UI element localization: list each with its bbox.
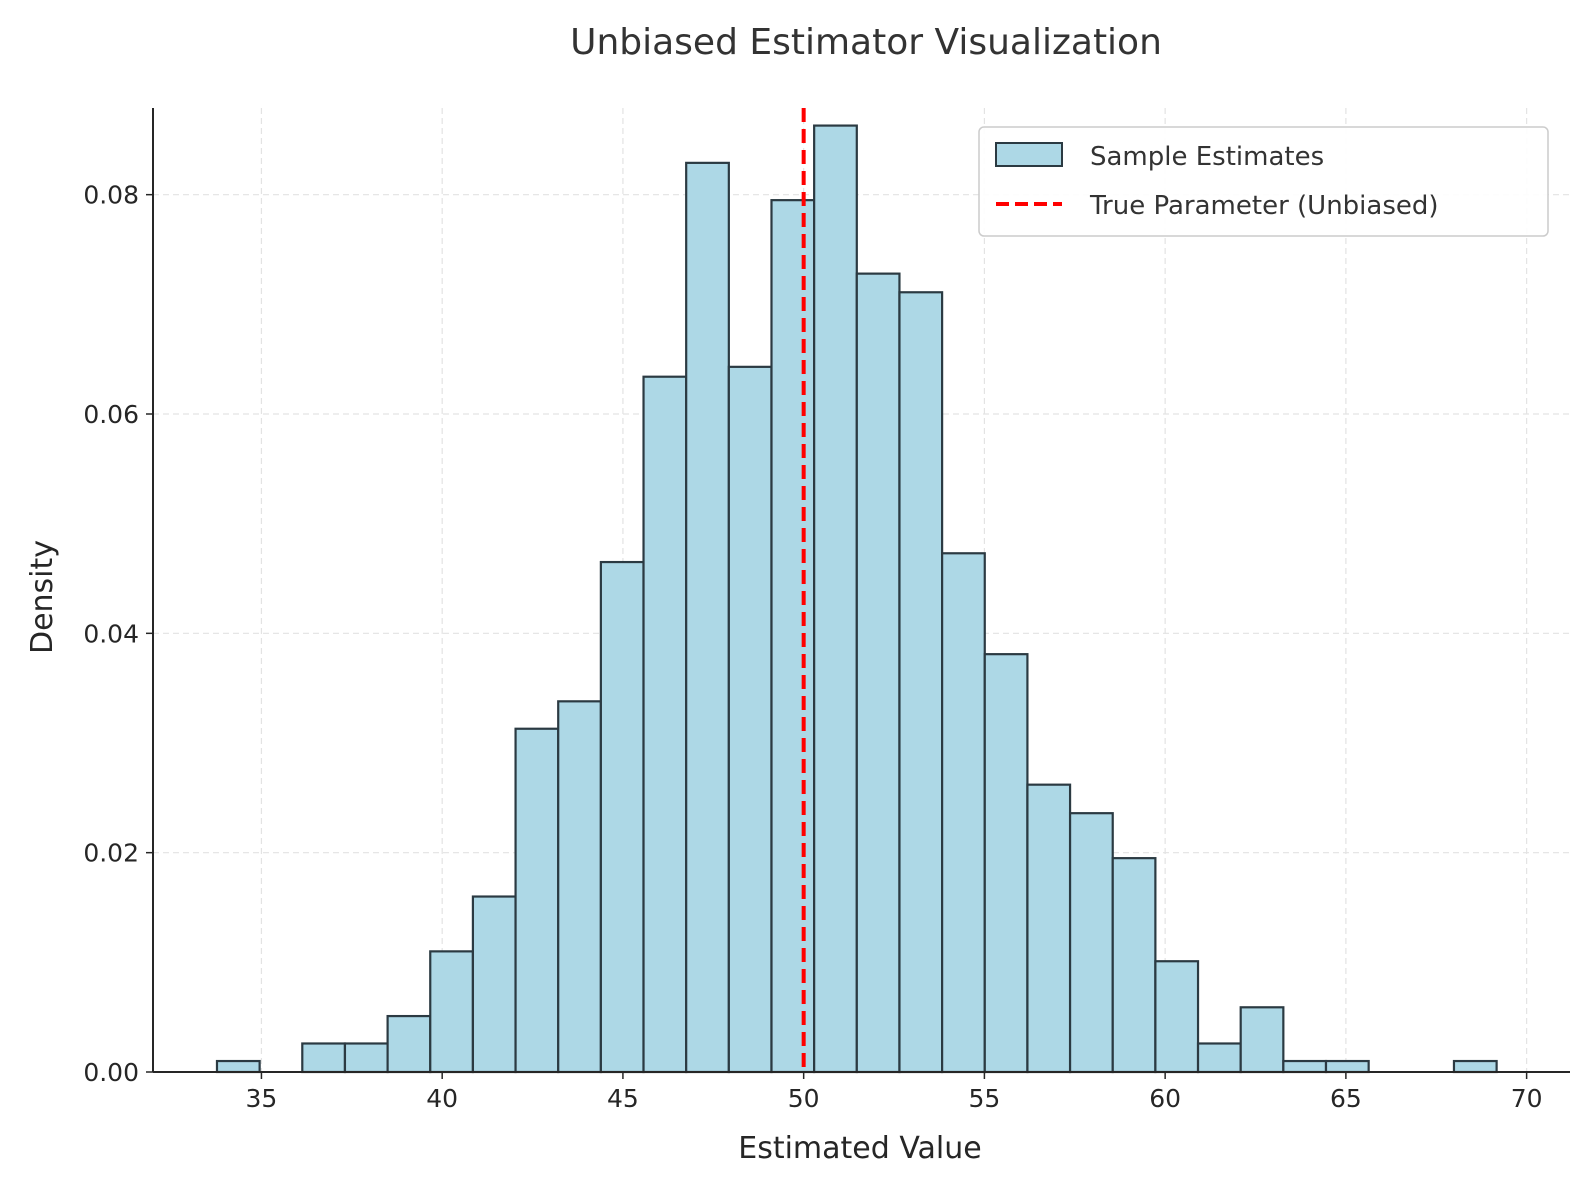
histogram-bar [343, 1042, 389, 1074]
histogram-bar [215, 1059, 261, 1074]
histogram-bar [727, 365, 773, 1074]
histogram-bar [557, 700, 602, 1074]
histogram-bar [685, 161, 730, 1074]
histogram-bar [941, 552, 986, 1074]
histogram-bar [898, 291, 944, 1074]
histogram-bar [1068, 812, 1114, 1074]
histogram-bar [1196, 1042, 1242, 1074]
histogram-bar [1239, 1006, 1285, 1074]
histogram-bar [813, 124, 858, 1074]
histogram-bar [1324, 1059, 1370, 1074]
x-tick-label: 45 [607, 1084, 639, 1113]
legend-label-true-parameter: True Parameter (Unbiased) [1089, 191, 1439, 221]
y-tick-label: 0.02 [83, 839, 139, 868]
histogram-bar [855, 272, 901, 1074]
y-tick-label: 0.00 [83, 1058, 139, 1087]
y-ticks: 0.00 0.02 0.04 0.06 0.08 [83, 181, 153, 1087]
histogram-bar [770, 199, 816, 1074]
histogram-bar [1111, 857, 1157, 1074]
legend-label-sample-estimates: Sample Estimates [1090, 142, 1324, 172]
histogram-bars [215, 124, 1498, 1074]
axes [152, 108, 1570, 1073]
chart-title: Unbiased Estimator Visualization [570, 22, 1162, 63]
x-tick-label: 60 [1149, 1084, 1181, 1113]
histogram-bar [983, 653, 1029, 1074]
y-tick-label: 0.08 [83, 181, 139, 210]
histogram-bar [514, 727, 560, 1074]
histogram-bar [429, 950, 475, 1074]
histogram-bar [386, 1014, 432, 1074]
legend-box [978, 126, 1549, 237]
histogram-bar [642, 375, 688, 1074]
histogram-bar [1452, 1059, 1498, 1074]
histogram-bar [301, 1042, 347, 1074]
x-tick-label: 35 [246, 1084, 278, 1113]
x-tick-label: 50 [788, 1084, 820, 1113]
histogram-bar [471, 895, 517, 1074]
histogram-bar [1026, 783, 1072, 1074]
x-axis-label: Estimated Value [738, 1131, 981, 1166]
legend-swatch-sample-estimates [995, 142, 1063, 167]
histogram-bar [1154, 960, 1200, 1074]
legend: Sample Estimates True Parameter (Unbiase… [978, 126, 1549, 237]
x-tick-label: 65 [1330, 1084, 1362, 1113]
histogram-bar [1282, 1059, 1328, 1074]
y-tick-label: 0.06 [83, 400, 139, 429]
x-ticks: 35 40 45 50 55 60 65 70 [246, 1072, 1543, 1113]
histogram-bar [599, 560, 645, 1074]
x-tick-label: 40 [426, 1084, 458, 1113]
x-tick-label: 70 [1511, 1084, 1543, 1113]
y-tick-label: 0.04 [83, 619, 139, 648]
y-axis-label: Density [25, 540, 60, 654]
x-tick-label: 55 [968, 1084, 1000, 1113]
